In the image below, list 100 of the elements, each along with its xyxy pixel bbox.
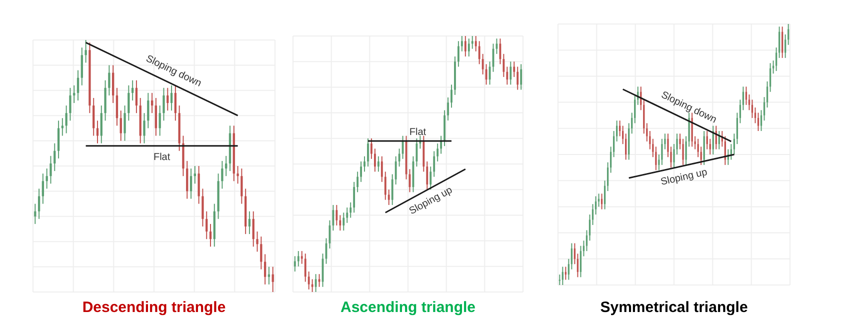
candlestick <box>450 84 452 108</box>
candlestick <box>202 188 204 227</box>
candlestick <box>516 66 519 90</box>
candlestick <box>34 203 36 224</box>
candlestick <box>370 138 372 160</box>
candlestick <box>268 266 270 285</box>
candlestick <box>135 80 138 114</box>
candlestick <box>457 40 460 68</box>
candlestick <box>436 143 439 162</box>
candlestick <box>61 118 64 136</box>
candlestick <box>150 92 154 114</box>
candlestick <box>339 214 342 232</box>
candlestick <box>754 107 756 124</box>
candlestick <box>96 120 99 144</box>
series-label: Flat <box>409 126 426 138</box>
candlestick <box>520 64 522 90</box>
candlestick <box>482 53 484 75</box>
candlestick <box>42 173 44 204</box>
candlestick <box>174 84 177 122</box>
candlestick <box>128 84 130 122</box>
candlestick <box>433 150 436 178</box>
candlestick <box>69 87 72 122</box>
candlestick <box>260 236 262 270</box>
candlestick <box>131 80 134 101</box>
candlestick <box>398 148 400 168</box>
candlestick <box>691 112 693 148</box>
candlestick <box>440 135 442 154</box>
candlestick <box>464 36 466 57</box>
candlestick <box>294 256 296 272</box>
candlestick <box>709 138 711 155</box>
candlestick <box>353 181 356 214</box>
candlestick <box>209 223 212 248</box>
candlestick <box>124 105 126 142</box>
candlestick <box>198 166 200 204</box>
candlestick <box>264 254 266 285</box>
candlestick <box>236 166 239 184</box>
candlestick <box>112 64 114 104</box>
candlestick <box>65 105 68 134</box>
candlestick <box>388 189 390 206</box>
candlestick <box>513 61 516 78</box>
candlestick <box>416 138 418 168</box>
candlestick <box>50 155 52 184</box>
candlestick <box>308 271 310 290</box>
candlestick <box>158 105 161 136</box>
text: Ascending triangle <box>340 299 476 316</box>
candlestick <box>380 156 383 182</box>
candlestick <box>394 156 397 185</box>
candlestick <box>471 36 474 50</box>
candlestick <box>80 47 83 86</box>
candlestick <box>384 171 386 200</box>
candlestick <box>510 61 512 86</box>
candlestick <box>120 110 122 142</box>
candlestick <box>190 168 192 200</box>
candlestick <box>272 266 274 292</box>
text: Descending triangle <box>82 299 226 316</box>
candlestick <box>54 142 56 172</box>
candlestick <box>757 112 760 132</box>
candlestick <box>474 36 477 52</box>
candlestick <box>206 210 208 240</box>
candlestick <box>703 130 705 166</box>
candlestick <box>311 278 314 292</box>
candlestick <box>108 64 110 96</box>
candlestick <box>318 274 320 288</box>
candlestick <box>426 160 428 190</box>
candlestick <box>342 212 345 232</box>
candlestick <box>166 87 169 112</box>
candlestick <box>84 40 87 64</box>
candlestick <box>391 174 394 206</box>
candlestick <box>367 138 369 168</box>
candlestick <box>468 38 470 57</box>
candlestick <box>336 204 338 226</box>
candlestick <box>38 188 40 220</box>
candlestick <box>297 250 300 267</box>
candlestick <box>460 36 463 52</box>
candlestick <box>92 97 95 136</box>
series-label: Flat <box>153 152 170 163</box>
candlestick <box>360 160 362 182</box>
candlestick <box>374 148 376 172</box>
candlestick <box>194 166 196 184</box>
candlestick <box>143 112 146 144</box>
candlestick <box>221 160 224 190</box>
candlestick <box>304 253 306 282</box>
candlestick <box>502 53 505 78</box>
candlestick <box>57 120 60 159</box>
candlestick <box>100 105 102 144</box>
candlestick <box>346 207 348 224</box>
candlestick <box>447 96 449 121</box>
candlestick <box>314 274 317 292</box>
text: Sloping up <box>660 166 709 188</box>
candlestick <box>162 87 165 122</box>
candlestick <box>592 204 594 226</box>
candlestick <box>170 84 173 112</box>
candlestick <box>350 202 352 218</box>
candlestick <box>76 70 80 101</box>
candlestick <box>186 160 188 200</box>
candlestick <box>562 266 564 286</box>
candlestick <box>116 87 118 126</box>
candlestick <box>225 155 228 177</box>
candlestick <box>332 204 334 232</box>
candlestick <box>240 168 243 204</box>
